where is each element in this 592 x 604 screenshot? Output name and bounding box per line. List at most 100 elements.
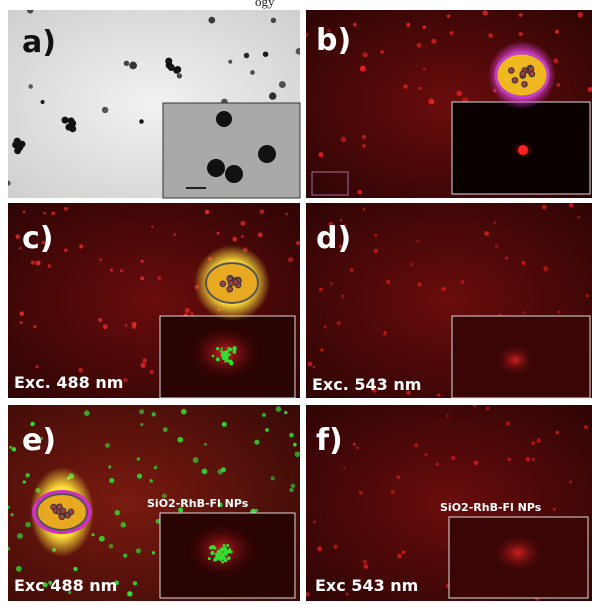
particle — [406, 23, 410, 27]
particle — [337, 321, 341, 325]
particle — [330, 282, 333, 285]
particle — [165, 58, 172, 65]
particle — [152, 551, 155, 554]
particle — [190, 312, 194, 316]
caption: Exc 543 nm — [315, 576, 418, 595]
particle — [220, 281, 226, 287]
particle — [508, 458, 511, 461]
particle — [384, 331, 387, 334]
particle — [279, 81, 286, 88]
particle — [506, 421, 511, 426]
particle — [23, 480, 26, 483]
particle — [6, 546, 10, 550]
particle — [293, 443, 297, 447]
particle — [578, 12, 583, 17]
particle — [193, 457, 199, 463]
particle — [217, 232, 220, 235]
particle — [9, 446, 12, 449]
particle — [211, 545, 215, 549]
spot — [518, 145, 528, 155]
particle — [177, 73, 182, 78]
particle — [403, 84, 407, 88]
panel-label: c) — [22, 221, 54, 256]
particle — [78, 368, 83, 373]
particle — [521, 261, 525, 265]
particle — [357, 190, 362, 195]
particle — [98, 318, 102, 322]
particle — [241, 235, 244, 238]
particle — [121, 522, 127, 528]
particle — [333, 545, 337, 549]
particle — [20, 321, 23, 324]
particle — [522, 81, 528, 87]
particle — [229, 361, 233, 365]
particle — [505, 257, 508, 260]
particle — [127, 591, 132, 596]
particle — [289, 488, 293, 492]
particle — [43, 212, 45, 214]
particle — [213, 559, 216, 562]
particle — [215, 555, 219, 559]
particle — [151, 225, 154, 228]
particle — [543, 266, 548, 271]
particle — [341, 136, 347, 142]
particle — [396, 475, 400, 479]
particle — [304, 33, 308, 37]
particle — [288, 257, 293, 262]
particle — [205, 210, 209, 214]
particle — [484, 231, 489, 236]
particle — [397, 554, 402, 559]
particle — [229, 548, 231, 550]
particle — [422, 25, 426, 29]
particle — [139, 409, 144, 414]
particle — [437, 393, 440, 396]
panel-label: e) — [22, 423, 56, 458]
particle — [224, 556, 226, 558]
particle — [225, 165, 243, 183]
particle — [105, 443, 110, 448]
particle — [177, 437, 183, 443]
particle — [474, 461, 479, 466]
particle — [380, 50, 384, 54]
particle — [450, 31, 454, 35]
panel-label: f) — [316, 423, 343, 458]
particle — [285, 213, 288, 216]
particle — [163, 427, 168, 432]
particle — [456, 90, 462, 96]
particle — [102, 107, 108, 113]
particle — [62, 117, 69, 124]
particle — [109, 478, 114, 483]
particle — [228, 347, 232, 351]
particle — [149, 479, 152, 482]
particle — [446, 415, 448, 417]
particle — [359, 491, 363, 495]
particle — [532, 458, 535, 461]
particle — [423, 68, 426, 71]
particle — [15, 234, 20, 239]
particle — [317, 546, 322, 551]
particle — [519, 32, 523, 36]
particle — [343, 467, 345, 469]
particle — [296, 48, 303, 55]
particle — [512, 77, 518, 83]
particle — [531, 441, 535, 445]
particle — [363, 52, 368, 57]
particle — [227, 286, 233, 292]
figure: ogy a) b) c) d) e) f) Exc. 488 — [0, 0, 592, 604]
particle — [47, 264, 51, 268]
particle — [124, 61, 129, 66]
particle — [41, 100, 45, 104]
panel-label: d) — [316, 221, 351, 256]
particle — [123, 378, 128, 383]
particle — [103, 324, 108, 329]
particle — [64, 207, 68, 211]
particle — [291, 484, 295, 488]
particle — [555, 30, 559, 34]
particle — [417, 43, 422, 48]
particle — [132, 322, 137, 327]
particle — [221, 467, 226, 472]
particle — [313, 366, 316, 369]
header-fragment: ogy — [255, 0, 275, 9]
particle — [305, 592, 309, 596]
spot — [488, 531, 548, 575]
